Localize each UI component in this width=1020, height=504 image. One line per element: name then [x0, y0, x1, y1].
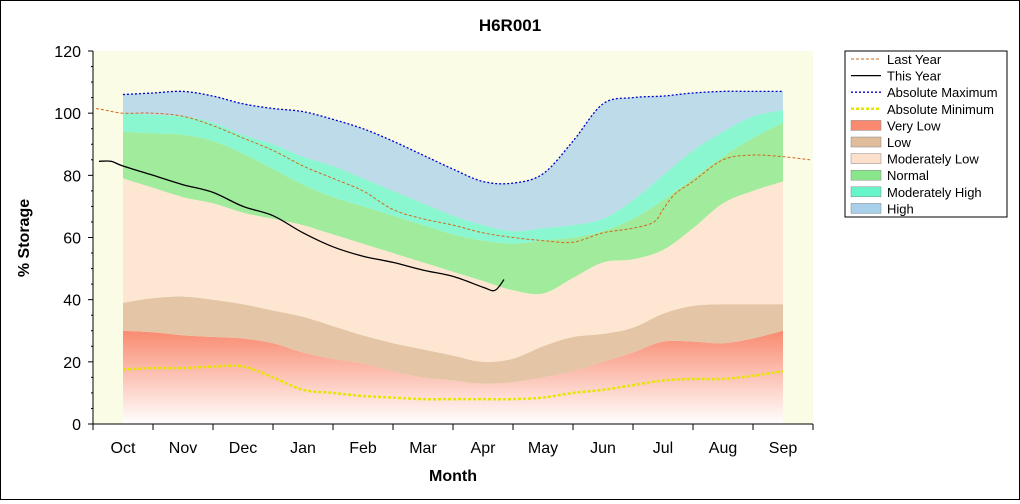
axes: 0 20 40 60 80 100 120 Oct Nov Dec Jan Feb Mar Apr May J…: [54, 44, 814, 457]
y-tick-label: 40: [63, 293, 81, 310]
legend-item: Last Year: [851, 52, 942, 67]
legend-item: Normal: [850, 168, 929, 183]
legend-swatch-box: [850, 120, 882, 131]
legend-label: Moderately Low: [887, 152, 979, 167]
legend-item: Low: [850, 135, 911, 150]
band-moderately-high: [123, 110, 783, 244]
x-tick-label: Apr: [471, 440, 497, 457]
legend-label: Normal: [887, 168, 929, 183]
x-tick-label: Aug: [709, 440, 737, 457]
legend-label: This Year: [887, 69, 942, 84]
x-tick-label: Mar: [409, 440, 437, 457]
legend-label: Very Low: [887, 118, 941, 133]
legend-label: High: [887, 201, 914, 216]
y-tick-label: 20: [63, 355, 81, 372]
legend-item: High: [850, 201, 914, 216]
legend-swatch-box: [850, 153, 882, 164]
legend-swatch-box: [850, 203, 882, 214]
x-tick-label: May: [528, 440, 558, 457]
legend-item: Moderately Low: [850, 152, 979, 167]
legend-label: Moderately High: [887, 185, 982, 200]
x-axis-label: Month: [429, 468, 477, 485]
legend-swatch-box: [850, 186, 882, 198]
chart-title: H6R001: [479, 16, 541, 35]
x-tick-label: Nov: [169, 440, 197, 457]
legend-label: Absolute Maximum: [887, 85, 998, 100]
legend-swatch-box: [850, 169, 882, 181]
x-tick-label: Jul: [653, 440, 673, 457]
legend-item: Absolute Minimum: [851, 102, 994, 117]
legend-swatch-box: [850, 136, 882, 148]
band-high: [123, 91, 783, 232]
y-tick-label: 100: [54, 106, 81, 123]
legend-item: Absolute Maximum: [851, 85, 998, 100]
y-tick-label: 80: [63, 168, 81, 185]
legend-item: Moderately High: [850, 185, 982, 200]
last-year-line: [95, 108, 811, 244]
legend-item: This Year: [851, 69, 942, 84]
x-tick-label: Sep: [769, 440, 798, 457]
this-year-line: [98, 160, 505, 292]
band-low: [123, 296, 783, 384]
band-normal: [123, 122, 783, 295]
absolute-minimum-line: [122, 364, 784, 401]
y-tick-label: 0: [72, 417, 81, 434]
legend-label: Last Year: [887, 52, 942, 67]
x-tick-label: Jun: [590, 440, 616, 457]
y-axis-label: % Storage: [16, 199, 33, 277]
absolute-maximum-line: [122, 90, 783, 185]
legend-label: Absolute Minimum: [887, 102, 994, 117]
band-very-low: [123, 330, 783, 424]
legend-label: Low: [887, 135, 911, 150]
x-tick-label: Jan: [290, 440, 316, 457]
plot-area: [93, 51, 813, 424]
x-tick-label: Feb: [349, 440, 377, 457]
y-tick-label: 120: [54, 44, 81, 61]
legend-item: Very Low: [850, 118, 941, 133]
x-tick-label: Oct: [111, 440, 136, 457]
x-tick-label: Dec: [229, 440, 257, 457]
y-tick-label: 60: [63, 231, 81, 248]
